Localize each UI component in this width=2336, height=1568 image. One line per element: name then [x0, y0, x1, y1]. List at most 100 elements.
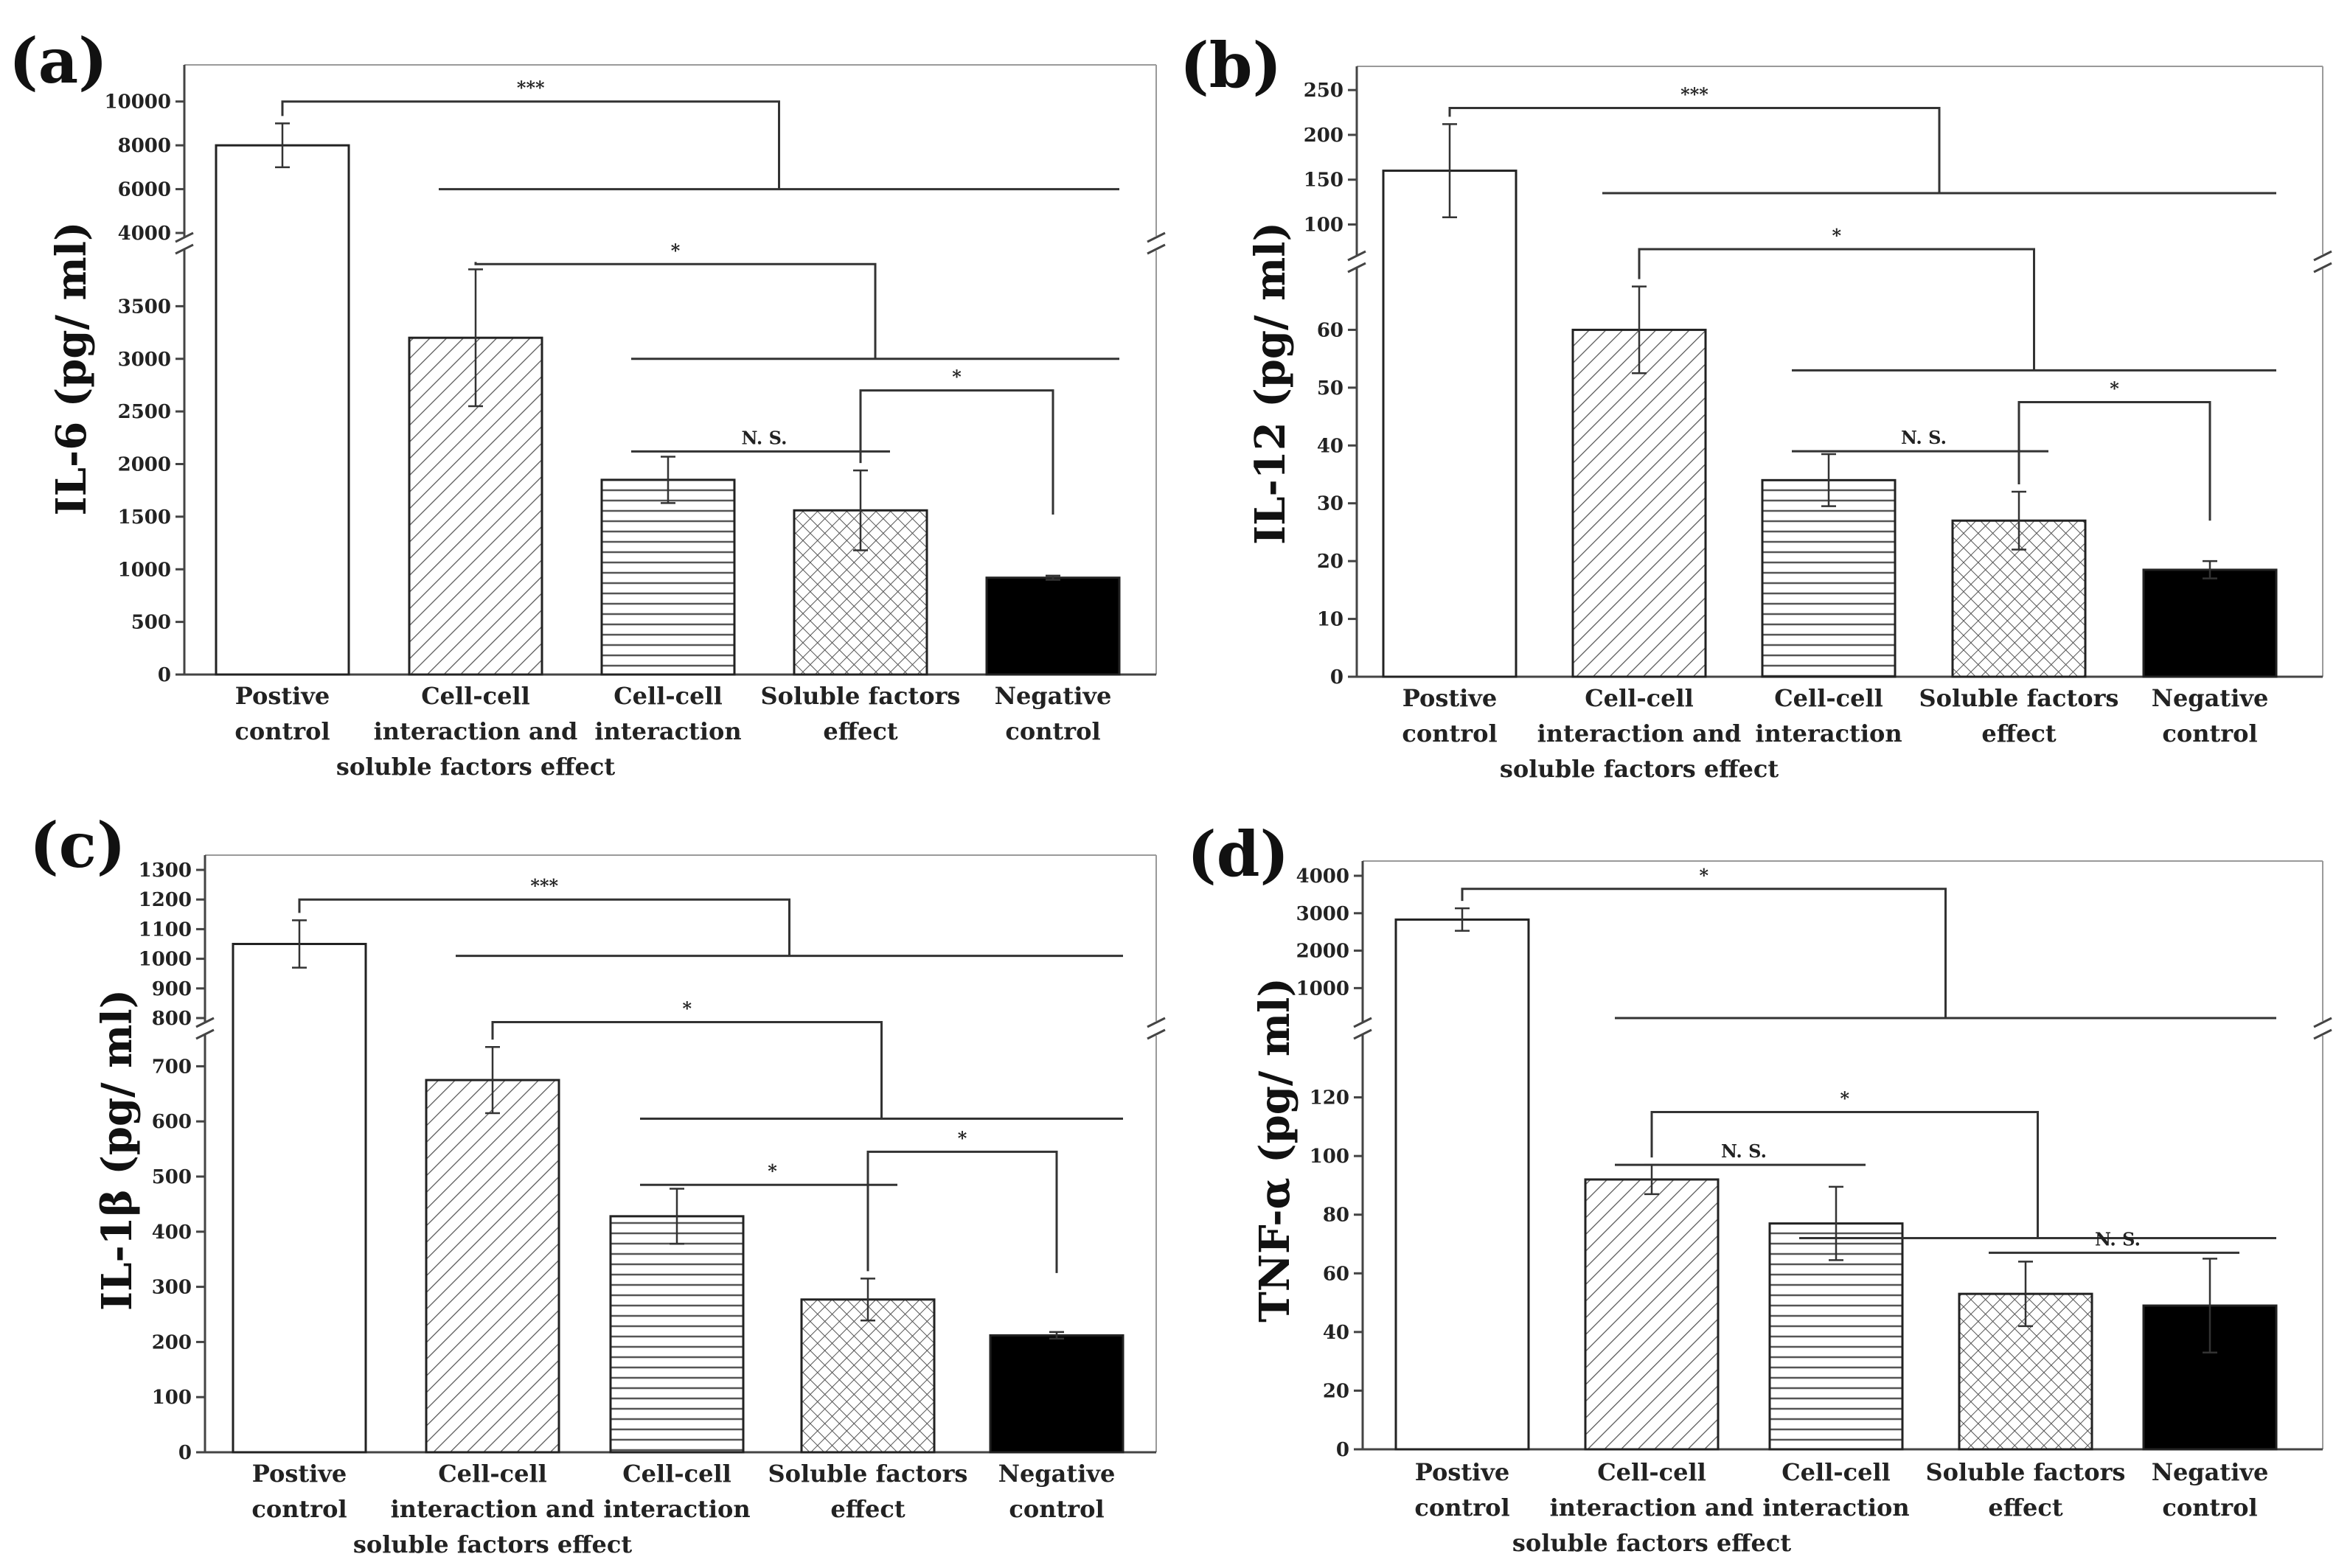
x-category-label: Cell-cell interaction and soluble factors …: [336, 682, 615, 781]
axis-break-mark: [2313, 1028, 2332, 1040]
x-category-label: Postive control: [234, 682, 330, 745]
y-tick-label: 0: [1336, 1439, 1349, 1461]
y-tick-label: 150: [1304, 170, 1343, 192]
y-tick-label: 500: [152, 1166, 192, 1188]
x-category-label: Cell-cell interaction: [594, 682, 741, 745]
significance-label: ***: [517, 77, 545, 99]
bar-5: [2142, 568, 2278, 678]
y-tick-label: 60: [1317, 319, 1343, 341]
panel-c: (c) IL-1β (pg/ ml) 0 100 200 300 400 500 600 70…: [29, 809, 1166, 1558]
y-tick-label: 1000: [139, 949, 192, 971]
axis-break-mark: [1147, 231, 1166, 243]
panel-b: (b) IL-12 (pg/ ml) 0 10 20 30 40 50 60 100 150 20…: [1180, 29, 2332, 783]
significance-label: *: [958, 1127, 967, 1149]
significance-label: *: [1840, 1087, 1849, 1109]
y-tick-label: 120: [1310, 1087, 1349, 1109]
y-tick-label: 0: [178, 1442, 192, 1464]
significance-bracket: [281, 100, 780, 189]
bar-1: [1394, 918, 1530, 1451]
panel-c-ylabel: IL-1β (pg/ ml): [93, 989, 142, 1311]
significance-label: *: [1699, 865, 1708, 886]
y-tick-label: 2000: [118, 454, 171, 476]
bar-2: [425, 1079, 560, 1454]
x-category-label: Negative control: [2152, 1458, 2269, 1522]
y-tick-label: 0: [158, 664, 171, 686]
axis-break-mark: [1347, 250, 1366, 262]
panel-b-letter: (b): [1180, 29, 1282, 102]
significance-bracket: [1638, 248, 2035, 371]
significance-label: N. S.: [1901, 427, 1947, 448]
panel-a-ylabel: IL-6 (pg/ ml): [47, 221, 96, 515]
x-category-label: Soluble factors effect: [1926, 1458, 2126, 1522]
x-category-label: Soluble factors effect: [768, 1460, 968, 1523]
significance-label: *: [682, 998, 692, 1020]
bar-3: [1768, 1222, 1904, 1451]
x-category-label: Cell-cell interaction: [1762, 1458, 1909, 1522]
y-tick-label: 800: [152, 1008, 192, 1030]
bar-4: [800, 1298, 936, 1454]
panel-a-chart: 0 500 1000 1500 2000 2500 3000 3500 4000 6000 8000…: [105, 64, 1166, 781]
panel-a: (a) IL-6 (pg/ ml) 0 500 1000 1500 2000 2500 30…: [9, 24, 1166, 781]
significance-label: *: [952, 366, 962, 388]
bar-2: [1571, 328, 1707, 678]
y-tick-label: 1000: [1296, 978, 1349, 1000]
significance-label: *: [1832, 225, 1841, 246]
y-tick-label: 2000: [1296, 941, 1349, 963]
x-category-label: Negative control: [995, 682, 1112, 745]
axis-break-mark: [1353, 1017, 1372, 1028]
bar-5: [989, 1334, 1124, 1454]
significance-bracket: [2017, 400, 2211, 521]
bar-3: [609, 1215, 745, 1454]
x-category-label: Postive control: [1402, 684, 1497, 748]
significance-bracket: [1448, 106, 1941, 193]
y-tick-label: 100: [1310, 1146, 1349, 1168]
axis-break-mark: [2313, 1017, 2332, 1028]
axis-break-mark: [1353, 1028, 1372, 1040]
significance-bracket: [866, 1150, 1058, 1273]
significance-bracket: [1461, 888, 1947, 1018]
axis-break-mark: [2313, 262, 2332, 273]
y-tick-label: 40: [1323, 1322, 1349, 1344]
y-tick-label: 3000: [118, 349, 171, 371]
y-tick-label: 60: [1323, 1263, 1349, 1285]
significance-label: *: [768, 1160, 777, 1182]
significance-label: ***: [1680, 83, 1708, 105]
y-tick-label: 4000: [118, 223, 171, 245]
significance-label: ***: [530, 875, 558, 896]
x-category-label: Cell-cell interaction: [603, 1460, 750, 1523]
significance-label: N. S.: [2095, 1228, 2141, 1250]
y-tick-label: 30: [1317, 493, 1343, 515]
y-tick-label: 1500: [118, 506, 171, 529]
y-tick-label: 3000: [1296, 903, 1349, 925]
y-tick-label: 4000: [1296, 865, 1349, 888]
panel-d-ylabel: TNF-α (pg/ ml): [1251, 978, 1299, 1323]
significance-bracket: [1650, 1110, 2039, 1238]
axis-break-mark: [1147, 1017, 1166, 1028]
bar-5: [985, 576, 1121, 676]
bar-1: [215, 144, 350, 676]
significance-label: N. S.: [1721, 1140, 1767, 1162]
axis-break-mark: [195, 1028, 215, 1040]
y-tick-label: 2500: [118, 401, 171, 423]
y-tick-label: 200: [1304, 125, 1343, 147]
y-tick-label: 200: [152, 1331, 192, 1353]
y-tick-label: 100: [1304, 215, 1343, 237]
x-category-label: Cell-cell interaction and soluble factors …: [353, 1460, 632, 1558]
y-tick-label: 80: [1323, 1205, 1349, 1227]
y-tick-label: 50: [1317, 377, 1343, 400]
axis-break-mark: [1147, 1028, 1166, 1040]
significance-bracket: [474, 262, 877, 359]
axis-break-mark: [195, 1017, 215, 1028]
x-category-label: Soluble factors effect: [761, 682, 961, 745]
y-tick-label: 6000: [118, 179, 171, 201]
significance-label: *: [671, 240, 681, 261]
y-tick-label: 0: [1330, 666, 1343, 689]
x-category-label: Cell-cell interaction and soluble factors …: [1500, 684, 1779, 783]
panel-a-letter: (a): [9, 24, 108, 97]
panel-b-ylabel: IL-12 (pg/ ml): [1246, 222, 1295, 545]
x-category-label: Negative control: [998, 1460, 1116, 1523]
y-tick-label: 1100: [139, 919, 192, 941]
x-category-label: Postive control: [1414, 1458, 1509, 1522]
